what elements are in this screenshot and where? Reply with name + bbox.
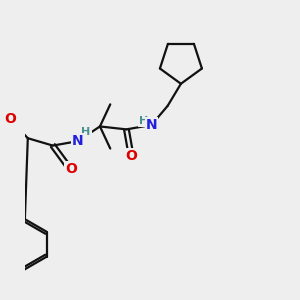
Text: O: O [4, 112, 16, 126]
Text: H: H [82, 127, 91, 137]
Text: O: O [65, 162, 77, 176]
Text: H: H [139, 116, 148, 126]
Text: N: N [146, 118, 157, 132]
Text: N: N [72, 134, 84, 148]
Text: O: O [125, 149, 137, 163]
